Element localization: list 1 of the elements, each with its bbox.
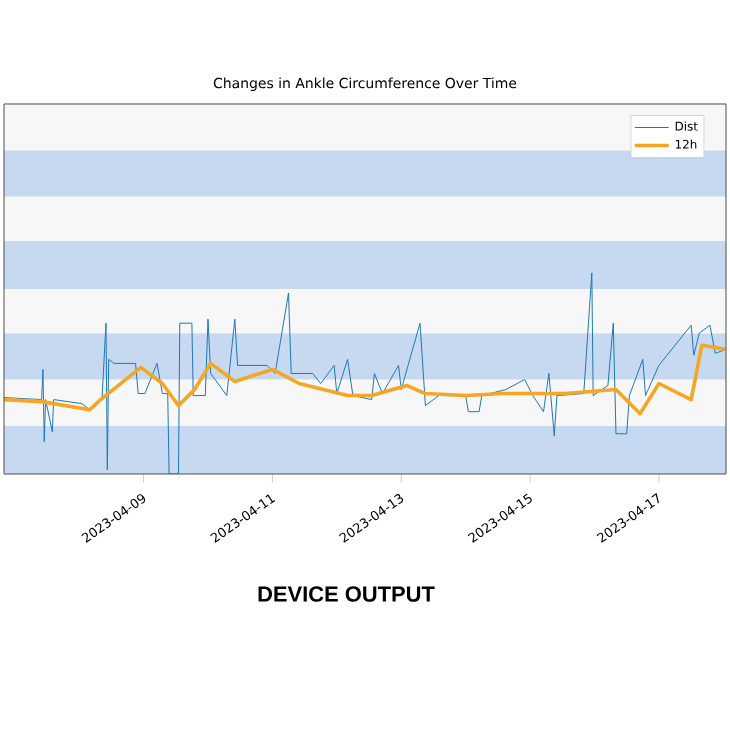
text: DEVICE OUTPUT xyxy=(258,586,435,602)
